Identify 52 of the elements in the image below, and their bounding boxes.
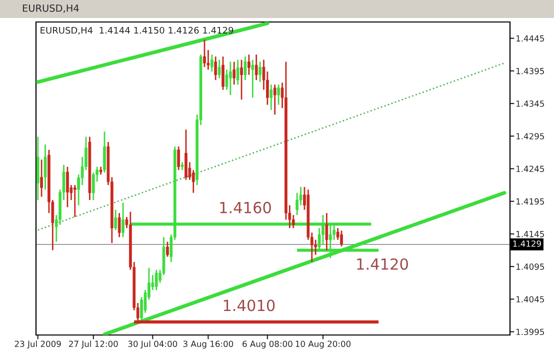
x-tick-label: 27 Jul 12:00 xyxy=(69,340,118,349)
chart-subtitle: EURUSD,H4 1.4144 1.4150 1.4126 1.4129 xyxy=(40,26,234,35)
candlestick xyxy=(229,61,232,96)
y-tick-label: 1.4295 xyxy=(516,133,544,140)
x-tick-label: 6 Aug 08:00 xyxy=(242,340,292,349)
candlestick xyxy=(210,54,214,72)
candlestick xyxy=(240,59,243,100)
candlestick xyxy=(73,184,76,218)
x-tick-label: 30 Jul 04:00 xyxy=(128,340,178,349)
candlestick xyxy=(244,56,247,81)
candlestick xyxy=(103,130,106,174)
candlestick xyxy=(218,59,221,79)
candlestick xyxy=(214,56,218,81)
candlestick xyxy=(40,158,43,198)
y-tick-label: 1.4095 xyxy=(516,264,544,270)
x-tick-label: 10 Aug 20:00 xyxy=(296,340,351,349)
candlestick xyxy=(325,212,328,251)
ref-line-label: 1.4129 xyxy=(513,240,541,247)
ref-line-label: 1.4120 xyxy=(357,258,408,270)
candlestick xyxy=(203,38,206,68)
candlestick xyxy=(44,144,47,190)
y-tick-label: 1.4045 xyxy=(516,296,544,302)
y-tick-label: 1.4195 xyxy=(516,198,544,205)
candlestick xyxy=(177,146,180,171)
chart-title: EURUSD,H4 xyxy=(22,4,79,13)
ref-line-label: 1.4160 xyxy=(220,202,271,214)
y-tick-label: 1.4245 xyxy=(516,166,544,172)
candlestick xyxy=(277,84,280,106)
ref-line-label: 1.4010 xyxy=(224,300,275,312)
candlestick xyxy=(222,56,224,91)
candlestick xyxy=(154,269,158,291)
candlestick xyxy=(66,166,69,208)
candlestick xyxy=(270,84,273,111)
x-tick-label: 23 Jul 2009 xyxy=(14,340,61,349)
candlestick xyxy=(254,54,258,81)
candlestick xyxy=(114,209,118,231)
candlestick xyxy=(273,84,276,116)
y-tick-label: 1.4395 xyxy=(516,68,544,74)
y-tick-label: 1.4445 xyxy=(516,35,544,42)
candlestick xyxy=(236,59,240,86)
y-tick-label: 1.3995 xyxy=(516,328,544,336)
y-tick-label: 1.4345 xyxy=(516,100,544,107)
x-tick-label: 3 Aug 16:00 xyxy=(183,340,234,349)
candlestick xyxy=(118,212,121,238)
candlestick xyxy=(122,202,124,238)
candlestick xyxy=(166,241,169,258)
candlestick xyxy=(258,61,262,83)
candlestick xyxy=(248,54,250,76)
candlestick xyxy=(340,230,343,248)
candlestick xyxy=(251,59,254,98)
candlestick xyxy=(232,61,236,86)
y-tick-label: 1.4145 xyxy=(516,231,544,238)
